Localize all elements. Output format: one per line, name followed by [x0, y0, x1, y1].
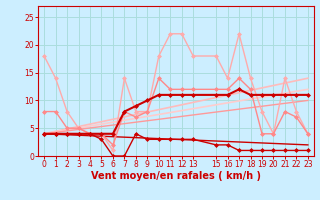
X-axis label: Vent moyen/en rafales ( km/h ): Vent moyen/en rafales ( km/h ) — [91, 171, 261, 181]
